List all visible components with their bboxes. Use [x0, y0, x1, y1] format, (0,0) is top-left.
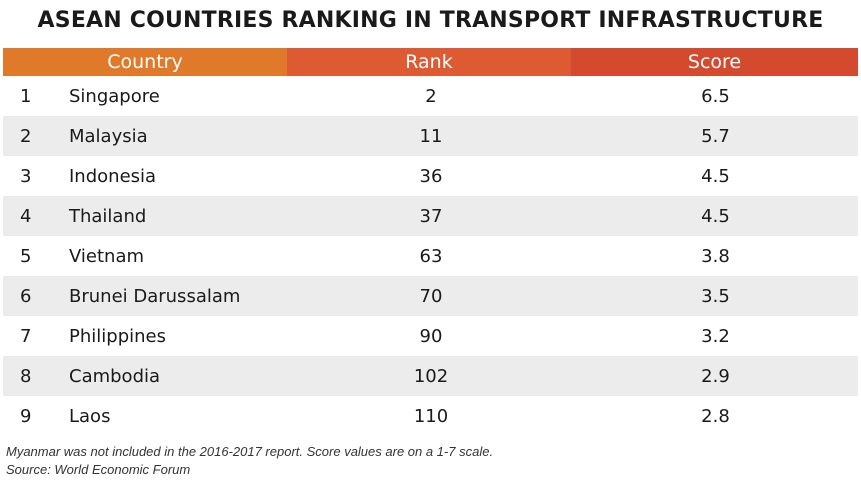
ranking-table: Country Rank Score 1 Singapore 2 6.5 2 Malays… [3, 48, 858, 436]
country-cell: Singapore [69, 85, 160, 107]
row-number: 5 [20, 245, 32, 267]
header-rank: Rank [287, 48, 571, 76]
country-cell: Thailand [69, 205, 147, 227]
rank-cell: 110 [413, 405, 449, 427]
row-number: 6 [20, 285, 32, 307]
country-cell: Malaysia [69, 125, 148, 147]
rank-cell: 37 [419, 205, 443, 227]
row-number: 8 [20, 365, 32, 387]
score-cell: 5.7 [701, 125, 730, 147]
table-row: 1 Singapore 2 6.5 [3, 76, 858, 116]
score-cell: 2.9 [701, 365, 730, 387]
country-cell: Cambodia [69, 365, 161, 387]
header-score: Score [571, 48, 858, 76]
score-cell: 3.5 [701, 285, 730, 307]
table-row: 9 Laos 110 2.8 [3, 396, 858, 436]
table-header: Country Rank Score [3, 48, 858, 76]
score-cell: 4.5 [701, 165, 730, 187]
rank-cell: 63 [419, 245, 443, 267]
table-row: 3 Indonesia 36 4.5 [3, 156, 858, 196]
score-cell: 6.5 [701, 85, 730, 107]
rank-cell: 102 [413, 365, 449, 387]
table-row: 5 Vietnam 63 3.8 [3, 236, 858, 276]
header-country: Country [3, 48, 287, 76]
table-body: 1 Singapore 2 6.5 2 Malaysia 11 5.7 3 Indonesia 36… [3, 76, 858, 436]
row-number: 1 [20, 85, 32, 107]
rank-cell: 90 [419, 325, 443, 347]
score-cell: 3.2 [701, 325, 730, 347]
score-cell: 3.8 [701, 245, 730, 267]
country-cell: Philippines [69, 325, 166, 347]
country-cell: Laos [69, 405, 111, 427]
rank-cell: 2 [425, 85, 437, 107]
row-number: 9 [20, 405, 32, 427]
table-row: 4 Thailand 37 4.5 [3, 196, 858, 236]
row-number: 2 [20, 125, 32, 147]
source-note: Source: World Economic Forum [6, 462, 191, 477]
rank-cell: 36 [419, 165, 443, 187]
rank-cell: 70 [419, 285, 443, 307]
score-cell: 4.5 [701, 205, 730, 227]
score-cell: 2.8 [701, 405, 730, 427]
row-number: 7 [20, 325, 32, 347]
country-cell: Vietnam [69, 245, 145, 267]
chart-title: ASEAN COUNTRIES RANKING IN TRANSPORT INF… [37, 8, 824, 33]
table-row: 8 Cambodia 102 2.9 [3, 356, 858, 396]
country-cell: Indonesia [69, 165, 157, 187]
rank-cell: 11 [419, 125, 443, 147]
table-row: 2 Malaysia 11 5.7 [3, 116, 858, 156]
row-number: 4 [20, 205, 32, 227]
country-cell: Brunei Darussalam [69, 285, 241, 307]
row-number: 3 [20, 165, 32, 187]
footnote: Myanmar was not included in the 2016-201… [6, 444, 494, 459]
table-row: 7 Philippines 90 3.2 [3, 316, 858, 356]
table-row: 6 Brunei Darussalam 70 3.5 [3, 276, 858, 316]
